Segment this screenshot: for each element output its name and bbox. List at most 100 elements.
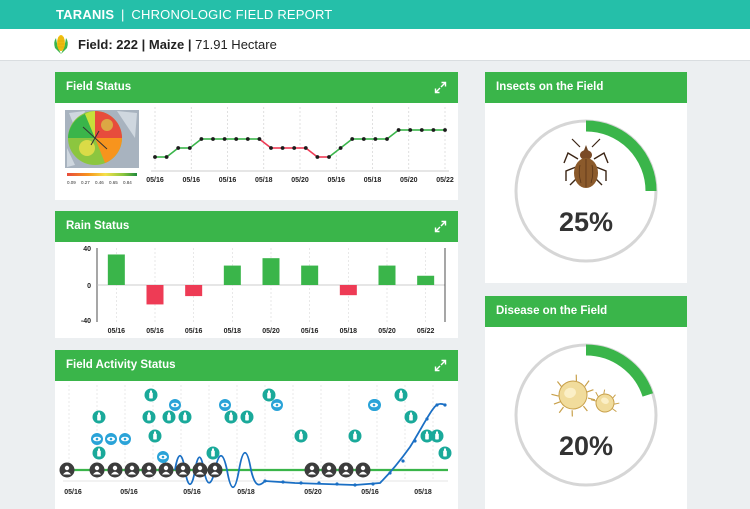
spray-bottle-icon[interactable] xyxy=(394,388,408,402)
data-point[interactable] xyxy=(385,137,389,141)
spray-bottle-icon[interactable] xyxy=(294,429,308,443)
disease-header: Disease on the Field xyxy=(485,296,687,327)
spray-bottle-icon[interactable] xyxy=(404,410,418,424)
data-point[interactable] xyxy=(327,155,331,159)
data-point[interactable] xyxy=(245,137,250,141)
person-icon[interactable] xyxy=(175,462,191,478)
eye-icon[interactable] xyxy=(219,399,231,411)
spray-bottle-icon[interactable] xyxy=(420,429,434,443)
data-point[interactable] xyxy=(187,146,192,150)
ndvi-map[interactable] xyxy=(65,110,139,176)
person-icon[interactable] xyxy=(158,462,174,478)
data-point[interactable] xyxy=(408,128,413,132)
data-point[interactable] xyxy=(443,128,447,132)
data-point[interactable] xyxy=(269,146,273,150)
data-point[interactable] xyxy=(431,128,436,132)
insects-gauge-arc xyxy=(585,120,657,192)
rain-bar[interactable] xyxy=(378,265,396,285)
spray-bottle-icon[interactable] xyxy=(430,429,444,443)
x-tick-label: 05/16 xyxy=(185,328,203,335)
x-tick-label: 05/16 xyxy=(182,177,200,184)
data-point[interactable] xyxy=(257,137,262,141)
ndvi-legend-label: 0.65 xyxy=(109,180,118,185)
trend-point xyxy=(413,439,417,443)
eye-icon[interactable] xyxy=(105,433,117,445)
x-tick-label: 05/18 xyxy=(224,328,242,335)
person-icon[interactable] xyxy=(141,462,157,478)
spray-bottle-icon[interactable] xyxy=(348,429,362,443)
spray-bottle-icon[interactable] xyxy=(178,410,192,424)
x-tick-label: 05/16 xyxy=(146,177,164,184)
expand-icon[interactable] xyxy=(434,220,447,233)
expand-icon[interactable] xyxy=(434,81,447,94)
rain-bar[interactable] xyxy=(107,254,125,285)
x-tick-label: 05/18 xyxy=(255,177,273,184)
rain-bar[interactable] xyxy=(339,285,357,296)
eye-icon[interactable] xyxy=(119,433,131,445)
data-point[interactable] xyxy=(361,137,366,141)
person-icon[interactable] xyxy=(89,462,105,478)
spray-bottle-icon[interactable] xyxy=(224,410,238,424)
data-point[interactable] xyxy=(234,137,239,141)
eye-icon[interactable] xyxy=(271,399,283,411)
spray-bottle-icon[interactable] xyxy=(262,388,276,402)
person-icon[interactable] xyxy=(124,462,140,478)
line-segment xyxy=(258,138,272,149)
rain-bar[interactable] xyxy=(185,285,203,297)
data-point[interactable] xyxy=(176,146,181,150)
person-icon[interactable] xyxy=(321,462,337,478)
data-point[interactable] xyxy=(164,155,169,159)
rain-bar[interactable] xyxy=(146,285,164,305)
data-point[interactable] xyxy=(222,137,227,141)
expand-icon[interactable] xyxy=(434,359,447,372)
spray-bottle-icon[interactable] xyxy=(142,410,156,424)
person-icon[interactable] xyxy=(107,462,123,478)
trend-point xyxy=(317,481,321,485)
eye-icon[interactable] xyxy=(368,399,380,411)
eye-icon[interactable] xyxy=(91,433,103,445)
rain-bar[interactable] xyxy=(301,265,319,285)
spray-bottle-icon[interactable] xyxy=(162,410,176,424)
person-icon[interactable] xyxy=(304,462,320,478)
eye-icon[interactable] xyxy=(169,399,181,411)
data-point[interactable] xyxy=(350,137,355,141)
rain-bar[interactable] xyxy=(417,275,435,285)
brand-name: TARANIS xyxy=(56,7,115,22)
activity-x-axis: 05/16 05/16 05/16 05/18 05/20 05/16 05/18 xyxy=(64,489,432,496)
weevil-icon xyxy=(563,138,609,188)
person-icon[interactable] xyxy=(338,462,354,478)
insects-percent: 25% xyxy=(559,207,613,237)
data-point[interactable] xyxy=(211,137,215,141)
data-point[interactable] xyxy=(338,146,343,150)
person-icon[interactable] xyxy=(355,462,371,478)
data-point[interactable] xyxy=(280,146,285,150)
data-point[interactable] xyxy=(373,137,378,141)
spray-bottle-icon[interactable] xyxy=(438,446,452,460)
data-point[interactable] xyxy=(396,128,401,132)
data-point[interactable] xyxy=(315,155,320,159)
spray-bottle-icon[interactable] xyxy=(92,446,106,460)
spray-bottle-icon[interactable] xyxy=(240,410,254,424)
data-point[interactable] xyxy=(292,146,297,150)
data-point[interactable] xyxy=(199,137,204,141)
insects-header: Insects on the Field xyxy=(485,72,687,103)
data-point[interactable] xyxy=(303,146,308,150)
data-point[interactable] xyxy=(153,155,157,159)
report-title: CHRONOLOGIC FIELD REPORT xyxy=(131,7,333,22)
data-point[interactable] xyxy=(419,128,424,132)
x-tick-label: 05/16 xyxy=(64,489,82,496)
person-icon[interactable] xyxy=(59,462,75,478)
person-icon[interactable] xyxy=(192,462,208,478)
spray-bottle-icon[interactable] xyxy=(148,429,162,443)
spray-bottle-icon[interactable] xyxy=(206,446,220,460)
eye-icon[interactable] xyxy=(157,451,169,463)
rain-bar[interactable] xyxy=(223,265,241,285)
spray-bottle-icon[interactable] xyxy=(144,388,158,402)
rain-bar[interactable] xyxy=(262,258,280,285)
person-icon[interactable] xyxy=(207,462,223,478)
spray-bottle-icon[interactable] xyxy=(92,410,106,424)
disease-gauge-arc xyxy=(585,344,654,397)
trend-point xyxy=(263,479,267,483)
insects-gauge: 25% xyxy=(514,119,658,263)
trend-point xyxy=(388,471,392,475)
